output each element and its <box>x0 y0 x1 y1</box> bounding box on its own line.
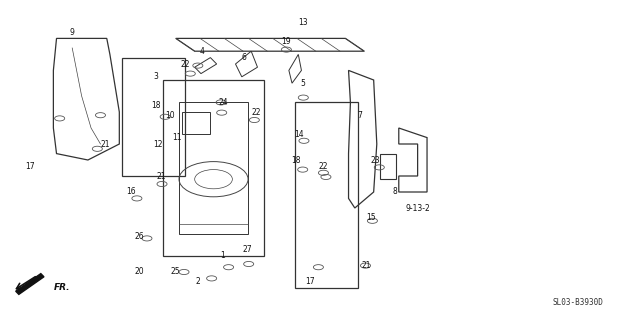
Text: 18: 18 <box>151 101 161 110</box>
Text: 9: 9 <box>70 28 75 36</box>
Text: 19: 19 <box>281 37 291 46</box>
Text: 17: 17 <box>25 162 35 171</box>
Text: 13: 13 <box>298 18 308 27</box>
Text: 3: 3 <box>153 72 158 81</box>
Text: 8: 8 <box>392 188 398 196</box>
Polygon shape <box>16 274 44 294</box>
Text: 24: 24 <box>219 98 229 107</box>
Text: 17: 17 <box>305 277 315 286</box>
Text: 9-13-2: 9-13-2 <box>405 204 430 212</box>
Text: 21: 21 <box>156 172 166 180</box>
Text: 22: 22 <box>180 60 190 68</box>
Text: 7: 7 <box>357 111 362 120</box>
Text: 18: 18 <box>291 156 301 164</box>
Text: 20: 20 <box>134 268 144 276</box>
Text: 14: 14 <box>294 130 304 139</box>
Text: 12: 12 <box>153 140 163 148</box>
Text: 23: 23 <box>371 156 381 164</box>
Text: 25: 25 <box>170 268 180 276</box>
Text: FR.: FR. <box>53 284 70 292</box>
Text: 2: 2 <box>195 277 200 286</box>
Text: 21: 21 <box>100 140 111 148</box>
Text: 4: 4 <box>200 47 205 56</box>
Text: 10: 10 <box>165 111 175 120</box>
Text: 16: 16 <box>126 188 136 196</box>
Text: 11: 11 <box>172 133 182 142</box>
Text: 21: 21 <box>361 261 371 270</box>
Text: 5: 5 <box>300 79 305 88</box>
Text: 27: 27 <box>242 245 252 254</box>
Text: 22: 22 <box>251 108 261 116</box>
Text: 22: 22 <box>318 162 328 171</box>
Text: 26: 26 <box>134 232 144 241</box>
Text: SL03-B3930D: SL03-B3930D <box>552 298 603 307</box>
Text: 15: 15 <box>366 213 376 222</box>
Text: 6: 6 <box>241 53 246 62</box>
Text: 1: 1 <box>220 252 225 260</box>
